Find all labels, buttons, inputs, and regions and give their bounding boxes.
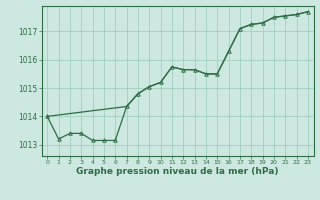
X-axis label: Graphe pression niveau de la mer (hPa): Graphe pression niveau de la mer (hPa)	[76, 167, 279, 176]
